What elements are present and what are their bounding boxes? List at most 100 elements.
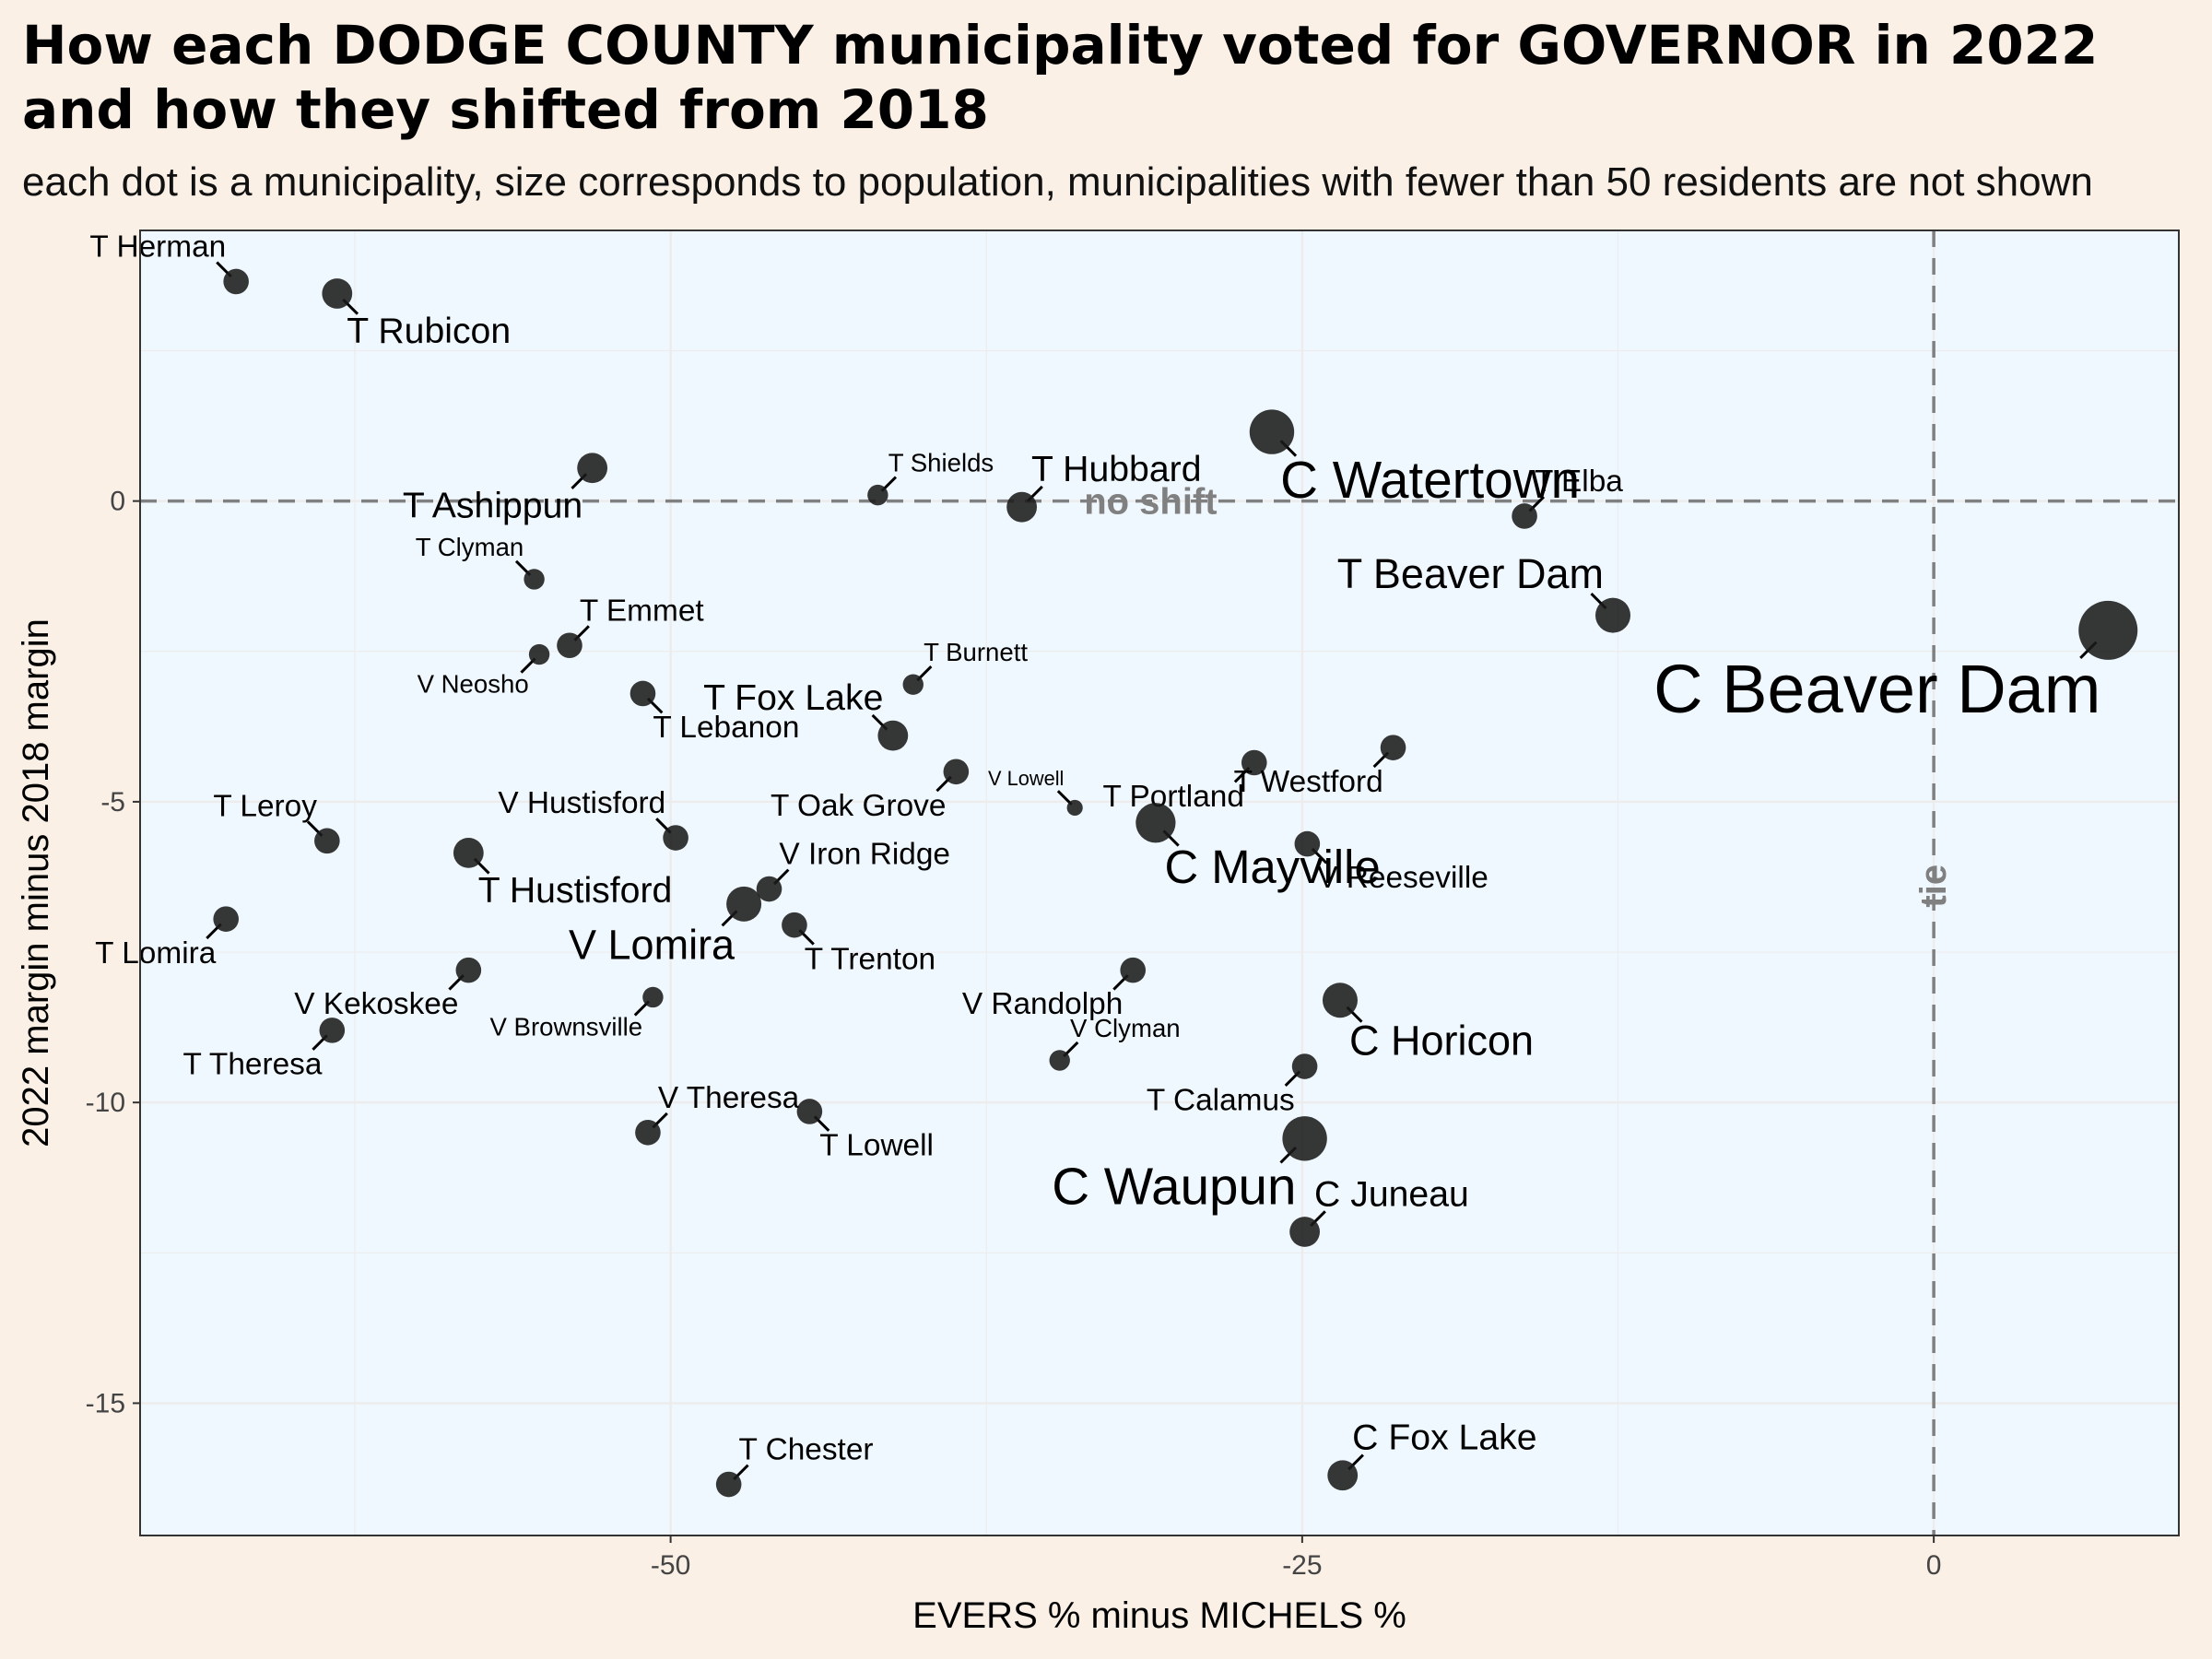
point-label: V Brownsville <box>489 1013 642 1041</box>
point-marker <box>1291 1053 1318 1079</box>
data-point: C Fox Lake <box>1327 1418 1537 1491</box>
point-label: V Lowell <box>988 767 1064 790</box>
point-label: T Oak Grove <box>771 789 947 823</box>
point-marker <box>726 886 762 922</box>
point-label: T Fox Lake <box>703 678 883 718</box>
data-point: T Lomira <box>95 906 239 971</box>
point-label: T Lowell <box>819 1129 934 1163</box>
data-point: T Beaver Dam <box>1337 550 1631 633</box>
point-marker <box>629 680 656 707</box>
point-label: T Chester <box>739 1433 874 1467</box>
point-marker <box>1049 1050 1070 1071</box>
point-label: C Watertown <box>1280 451 1580 509</box>
point-marker <box>877 720 909 751</box>
data-point: T Portland <box>1102 749 1267 814</box>
point-marker <box>663 825 688 851</box>
point-marker <box>528 643 550 665</box>
data-point: T Chester <box>715 1433 874 1498</box>
point-marker <box>1289 1217 1321 1247</box>
axis-ticks: -15-10-50-50 -25 0 <box>86 487 1942 1581</box>
data-point: C Juneau <box>1289 1174 1469 1247</box>
data-point: T Clyman <box>416 533 545 590</box>
point-marker <box>1006 491 1038 523</box>
data-point: C Beaver Dam <box>1653 600 2138 727</box>
data-point: T Fox Lake <box>703 678 909 751</box>
plot-border <box>139 229 2180 1536</box>
data-point: T Herman <box>89 230 249 295</box>
data-point: V Lowell <box>988 767 1083 817</box>
point-marker <box>1066 799 1083 817</box>
data-point: T Leroy <box>213 789 340 854</box>
data-point: T Oak Grove <box>771 759 970 823</box>
point-label: T Trenton <box>805 942 935 976</box>
data-point: T Lebanon <box>629 680 799 745</box>
plot-panel <box>140 230 2179 1535</box>
data-point: V Brownsville <box>489 986 664 1041</box>
point-label: T Hubbard <box>1031 450 1201 489</box>
point-label: V Reeseville <box>1317 861 1488 895</box>
point-marker <box>1249 409 1295 454</box>
minor-gridlines <box>140 230 2179 1535</box>
point-marker <box>314 828 340 854</box>
data-point: T Calamus <box>1147 1053 1318 1118</box>
point-label: T Theresa <box>182 1047 322 1081</box>
tie-label: tie <box>1913 865 1954 908</box>
data-point: V Iron Ridge <box>756 838 950 902</box>
data-point: V Clyman <box>1049 1014 1181 1071</box>
point-label: V Randolph <box>962 987 1124 1021</box>
point-label: V Lomira <box>569 921 735 968</box>
tick-label-x: -25 <box>1282 1550 1322 1581</box>
point-marker <box>453 837 484 868</box>
point-label: T Beaver Dam <box>1337 550 1604 597</box>
tick-label-y: -10 <box>86 1088 125 1118</box>
point-label: V Neosho <box>418 670 529 699</box>
point-label: T Emmet <box>580 594 705 628</box>
point-label: C Juneau <box>1314 1174 1469 1214</box>
data-point: T Hubbard <box>1006 450 1201 523</box>
point-label: C Waupun <box>1052 1158 1296 1216</box>
no-shift-label: no shift <box>1084 482 1217 523</box>
data-point: T Ashippun <box>403 453 608 525</box>
point-marker <box>524 569 545 590</box>
point-marker <box>943 759 970 785</box>
reference-lines: no shift tie <box>140 230 2179 1535</box>
point-marker <box>867 484 888 506</box>
data-point: C Waupun <box>1052 1116 1327 1216</box>
point-label: C Mayville <box>1164 841 1380 893</box>
point-marker <box>1595 597 1631 633</box>
point-label: T Lebanon <box>653 711 799 745</box>
point-marker <box>902 674 924 695</box>
point-marker <box>635 1120 661 1146</box>
point-marker <box>715 1471 742 1498</box>
point-label: T Ashippun <box>403 486 582 525</box>
data-point: V Lomira <box>569 886 762 968</box>
point-label: C Horicon <box>1349 1018 1534 1065</box>
data-point: V Reeseville <box>1294 830 1488 895</box>
point-marker <box>1120 957 1147 983</box>
point-label: T Westford <box>1234 765 1383 799</box>
point-label: C Beaver Dam <box>1653 651 2100 727</box>
point-marker <box>1282 1116 1327 1161</box>
data-point: T Emmet <box>557 594 705 659</box>
point-marker <box>1512 503 1537 529</box>
point-marker <box>319 1018 346 1043</box>
point-label: T Herman <box>89 230 226 265</box>
data-point: T Rubicon <box>322 278 511 351</box>
point-marker <box>756 876 782 902</box>
point-label: T Calamus <box>1147 1084 1295 1118</box>
point-marker <box>1380 735 1406 760</box>
point-marker <box>1294 830 1321 857</box>
point-label: V Iron Ridge <box>779 838 950 872</box>
point-marker <box>322 278 353 309</box>
point-marker <box>1135 803 1176 843</box>
data-point: C Watertown <box>1249 409 1580 509</box>
data-points: T Herman T Rubicon T Ashippun T Shields T Hu… <box>89 230 2138 1498</box>
data-point: T Trenton <box>782 912 935 976</box>
data-point: V Randolph <box>962 957 1147 1021</box>
point-marker <box>455 957 482 983</box>
point-label: T Lomira <box>95 936 217 971</box>
tick-label-x: -50 <box>651 1550 690 1581</box>
data-point: V Theresa <box>635 1081 800 1146</box>
point-marker <box>1322 982 1358 1018</box>
point-marker <box>1241 749 1267 776</box>
